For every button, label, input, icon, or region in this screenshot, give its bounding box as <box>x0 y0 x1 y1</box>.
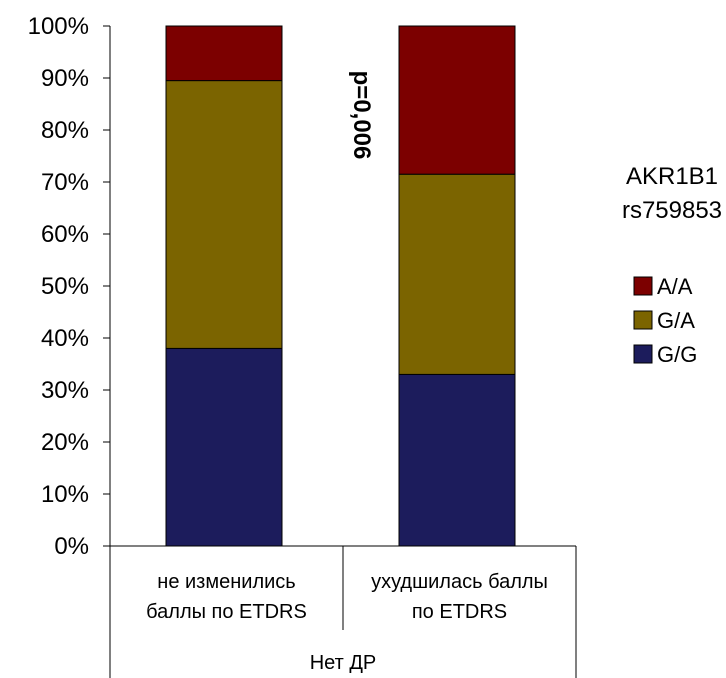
legend-label: G/A <box>657 308 695 333</box>
x-axis: не изменились баллы по ETDRS ухудшилась ба… <box>109 545 577 678</box>
bar-segment-a-a <box>165 25 283 82</box>
legend-title: rs759853 <box>622 197 722 224</box>
bar-segment-g-g <box>398 373 516 547</box>
bar-segment-a-a <box>398 25 516 175</box>
y-tick-label: 80% <box>41 117 89 144</box>
bars <box>165 25 516 547</box>
y-tick-label: 100% <box>28 13 89 40</box>
y-axis: 0% 10% 20% 30% 40% 50% 60% 70% 80% 90% 100% <box>28 13 111 560</box>
legend-title: AKR1B1 <box>626 163 718 190</box>
legend-swatch-a-a <box>633 276 653 296</box>
legend-label: G/G <box>657 342 697 367</box>
y-tick-label: 20% <box>41 429 89 456</box>
y-tick-label: 40% <box>41 325 89 352</box>
bar-segment-g-a <box>165 80 283 349</box>
bar-segment-g-g <box>165 347 283 547</box>
x-group-label: Нет ДР <box>310 652 377 674</box>
y-tick-label: 50% <box>41 273 89 300</box>
y-tick-label: 10% <box>41 481 89 508</box>
legend-swatch-g-g <box>633 344 653 364</box>
legend-swatch-g-a <box>633 310 653 330</box>
bar-segment-g-a <box>398 173 516 375</box>
x-category-label: по ETDRS <box>412 601 507 623</box>
y-tick-label: 90% <box>41 65 89 92</box>
p-value-annotation: p=0,006 <box>348 71 375 160</box>
legend: AKR1B1 rs759853 A/A G/A G/G <box>622 163 722 367</box>
y-tick-label: 70% <box>41 169 89 196</box>
y-tick-label: 0% <box>54 533 89 560</box>
y-tick-label: 30% <box>41 377 89 404</box>
x-category-label: ухудшилась баллы <box>371 571 548 593</box>
x-category-label: не изменились <box>157 571 295 593</box>
x-category-label: баллы по ETDRS <box>146 601 307 623</box>
y-tick-label: 60% <box>41 221 89 248</box>
legend-label: A/A <box>657 274 693 299</box>
